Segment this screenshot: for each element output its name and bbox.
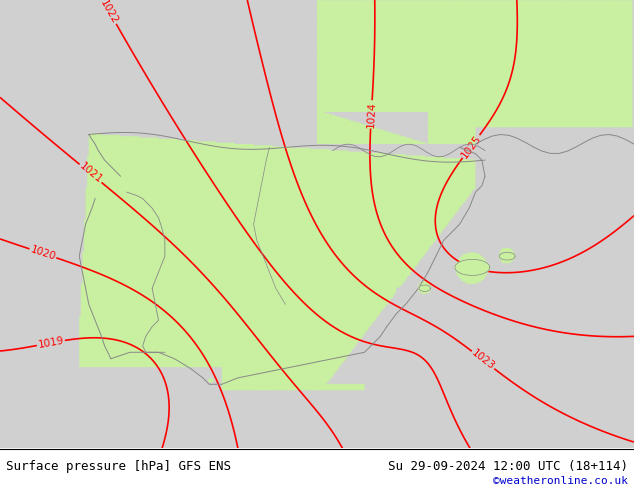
Text: Surface pressure [hPa] GFS ENS: Surface pressure [hPa] GFS ENS: [6, 460, 231, 473]
Text: 1022: 1022: [98, 0, 120, 25]
Polygon shape: [419, 285, 430, 292]
Text: 1023: 1023: [470, 348, 496, 372]
Text: 1024: 1024: [366, 101, 377, 128]
Polygon shape: [500, 252, 515, 260]
Polygon shape: [455, 259, 490, 275]
Text: ©weatheronline.co.uk: ©weatheronline.co.uk: [493, 476, 628, 486]
Text: Su 29-09-2024 12:00 UTC (18+114): Su 29-09-2024 12:00 UTC (18+114): [387, 460, 628, 473]
Text: 1021: 1021: [77, 161, 104, 186]
Text: 1020: 1020: [29, 245, 57, 262]
Text: 1019: 1019: [37, 336, 65, 350]
Text: 1025: 1025: [459, 133, 483, 160]
Polygon shape: [209, 379, 213, 382]
